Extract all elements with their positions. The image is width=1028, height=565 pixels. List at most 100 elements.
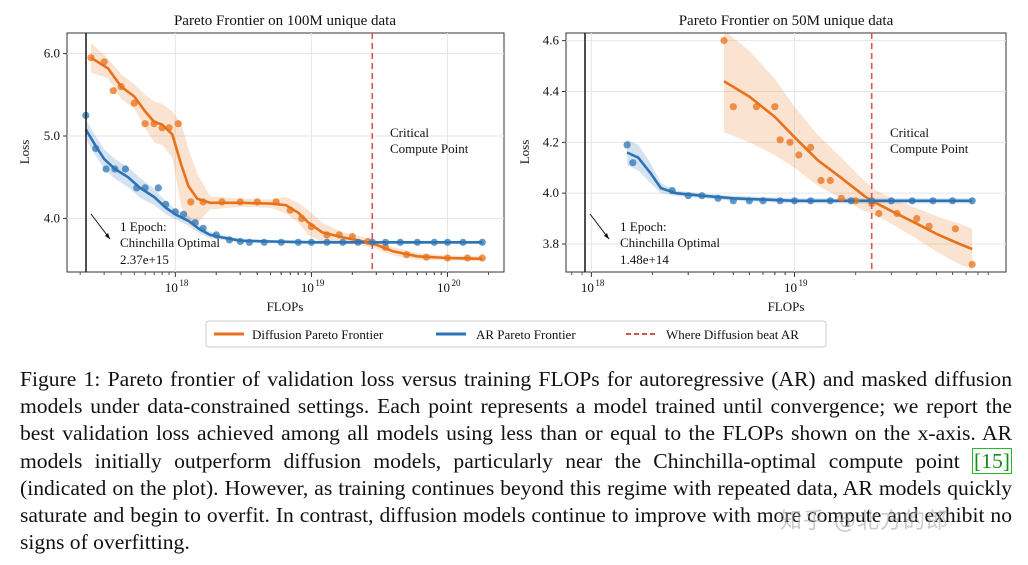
right-xtick-exp-1: 19 bbox=[798, 278, 808, 288]
left-diffusion-point-15 bbox=[272, 198, 280, 206]
left-diffusion-point-8 bbox=[165, 124, 173, 132]
right-ar-point-16 bbox=[908, 197, 916, 205]
left-ytick-label-2: 6.0 bbox=[44, 46, 60, 61]
left-ar-point-6 bbox=[141, 184, 149, 192]
right-ar-point-11 bbox=[807, 197, 815, 205]
right-grid bbox=[566, 33, 1006, 272]
left-diffusion-point-24 bbox=[403, 251, 411, 259]
caption-figure-label: Figure 1: bbox=[20, 367, 101, 391]
right-chinchilla-label-2: Chinchilla Optimal bbox=[620, 235, 720, 250]
left-ar-point-24 bbox=[368, 238, 376, 246]
left-diffusion-point-20 bbox=[335, 231, 343, 239]
right-xtick-label-1: 10 bbox=[784, 280, 797, 295]
right-ar-point-9 bbox=[776, 197, 784, 205]
left-ar-point-11 bbox=[191, 219, 199, 227]
right-diffusion-point-6 bbox=[795, 151, 803, 159]
right-ar-point-6 bbox=[729, 197, 737, 205]
left-ar-point-22 bbox=[339, 238, 347, 246]
left-chinchilla-label-1: 1 Epoch: bbox=[120, 219, 167, 234]
right-chinchilla-label-3: 1.48e+14 bbox=[620, 252, 669, 267]
left-diffusion-point-0 bbox=[87, 54, 95, 62]
right-x-ticks: 10 18 10 19 bbox=[571, 272, 989, 295]
left-ar-point-7 bbox=[154, 184, 162, 192]
left-ar-point-20 bbox=[307, 238, 315, 246]
right-diffusion-point-7 bbox=[807, 143, 815, 151]
right-ar-point-19 bbox=[968, 197, 976, 205]
left-chart-title: Pareto Frontier on 100M unique data bbox=[174, 13, 396, 29]
left-xtick-exp-2: 20 bbox=[452, 278, 462, 288]
right-diffusion-point-17 bbox=[951, 225, 960, 233]
right-xtick-exp-0: 18 bbox=[595, 278, 605, 288]
right-y-axis-label: Loss bbox=[517, 140, 532, 165]
left-ytick-label-0: 4.0 bbox=[44, 210, 60, 225]
left-chinchilla-arrowhead bbox=[105, 233, 110, 239]
left-diffusion-point-19 bbox=[323, 231, 331, 239]
left-diffusion-point-3 bbox=[117, 83, 125, 91]
left-ar-point-8 bbox=[162, 200, 170, 208]
right-ar-point-5 bbox=[714, 194, 722, 202]
right-diffusion-point-4 bbox=[776, 136, 784, 144]
left-ar-point-29 bbox=[443, 238, 452, 246]
left-crossover-label-2: Compute Point bbox=[390, 141, 469, 156]
right-xtick-label-0: 10 bbox=[581, 280, 594, 295]
citation-link[interactable]: [15] bbox=[972, 447, 1012, 474]
left-ar-point-25 bbox=[381, 238, 390, 246]
left-ar-point-15 bbox=[236, 237, 244, 246]
right-ar-point-4 bbox=[698, 192, 706, 200]
left-diffusion-point-23 bbox=[381, 243, 390, 251]
left-ar-point-21 bbox=[323, 238, 331, 246]
left-ar-point-13 bbox=[212, 231, 220, 239]
right-ar-point-7 bbox=[745, 197, 754, 205]
right-ytick-label-4: 4.6 bbox=[543, 33, 560, 48]
left-diffusion-point-9 bbox=[174, 120, 182, 128]
right-y-ticks: 3.8 4.0 4.2 4.4 4.6 bbox=[543, 33, 566, 251]
left-diffusion-point-21 bbox=[348, 233, 356, 241]
right-diffusion-point-14 bbox=[893, 209, 901, 218]
right-crossover-label-2: Compute Point bbox=[890, 141, 969, 156]
left-ar-point-17 bbox=[260, 238, 268, 246]
left-diffusion-point-12 bbox=[218, 198, 226, 206]
right-diffusion-band bbox=[724, 30, 973, 270]
right-diffusion-point-0 bbox=[720, 37, 728, 45]
right-diffusion-point-15 bbox=[913, 215, 921, 223]
left-ar-point-9 bbox=[171, 208, 179, 216]
figure: Pareto Frontier on 100M unique data Crit… bbox=[17, 13, 1007, 348]
left-chinchilla-label-3: 2.37e+15 bbox=[120, 252, 169, 267]
right-diffusion-curve bbox=[723, 80, 973, 251]
right-diffusion-point-5 bbox=[786, 138, 794, 146]
left-xtick-label-2: 10 bbox=[437, 280, 450, 295]
left-points bbox=[82, 54, 486, 262]
legend-ar-label: AR Pareto Frontier bbox=[476, 327, 576, 342]
left-ar-point-1 bbox=[92, 144, 100, 152]
left-diffusion-point-25 bbox=[422, 253, 430, 261]
left-diffusion-point-18 bbox=[307, 223, 315, 231]
right-diffusion-point-9 bbox=[826, 176, 834, 185]
left-ar-point-31 bbox=[478, 238, 486, 246]
right-ar-point-13 bbox=[847, 197, 855, 205]
right-ytick-label-3: 4.4 bbox=[543, 83, 560, 98]
right-diffusion-point-10 bbox=[837, 194, 845, 202]
right-ar-point-1 bbox=[629, 159, 637, 167]
left-crossover-label-1: Critical bbox=[390, 125, 429, 140]
left-ar-point-12 bbox=[199, 224, 207, 232]
left-plot-frame bbox=[66, 32, 505, 273]
left-ar-point-10 bbox=[180, 210, 188, 218]
right-points bbox=[623, 37, 976, 268]
left-diffusion-point-13 bbox=[236, 198, 244, 206]
left-ar-point-28 bbox=[430, 238, 438, 246]
left-confidence-bands bbox=[85, 42, 483, 262]
right-diffusion-point-8 bbox=[817, 176, 825, 185]
left-diffusion-band bbox=[91, 42, 483, 262]
left-xtick-exp-1: 19 bbox=[315, 278, 325, 288]
left-x-ticks: 10 18 10 19 10 20 bbox=[79, 272, 489, 295]
right-ar-point-15 bbox=[887, 197, 896, 205]
right-diffusion-point-13 bbox=[875, 209, 883, 218]
right-chinchilla-label-1: 1 Epoch: bbox=[620, 219, 667, 234]
left-diffusion-point-16 bbox=[286, 206, 294, 214]
right-diffusion-point-18 bbox=[968, 260, 976, 268]
left-xtick-exp-0: 18 bbox=[179, 278, 189, 288]
right-chinchilla-arrowhead bbox=[604, 233, 609, 239]
right-diffusion-point-2 bbox=[752, 103, 761, 111]
left-diffusion-point-4 bbox=[130, 99, 138, 107]
left-grid bbox=[67, 33, 504, 272]
